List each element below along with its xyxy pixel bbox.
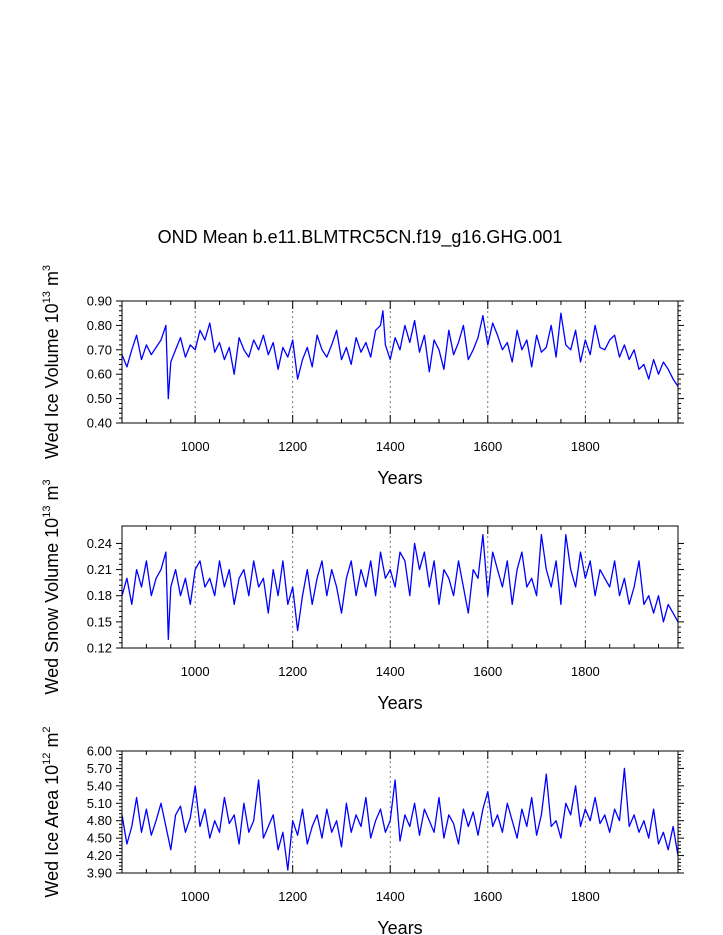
y-tick-label: 4.80 bbox=[87, 813, 112, 828]
y-tick-label: 3.90 bbox=[87, 866, 112, 881]
y-tick-label: 5.70 bbox=[87, 761, 112, 776]
y-tick-label: 0.50 bbox=[87, 391, 112, 406]
y-axis-title-part: m bbox=[42, 486, 62, 506]
y-axis-title: Wed Ice Volume 1013 m3 bbox=[41, 265, 62, 459]
y-axis-title-superscript: 3 bbox=[41, 265, 53, 271]
y-tick-label: 0.12 bbox=[87, 641, 112, 656]
y-axis-title-part: m bbox=[42, 733, 62, 753]
y-axis-title-superscript: 3 bbox=[41, 479, 53, 485]
panel-snow-volume: 1000 1200 1400 1600 1800 0.12 0.15 0.18 0.21 0.24… bbox=[41, 479, 684, 713]
y-axis-title-part: Wed Ice Area 10 bbox=[42, 765, 62, 898]
plot-frame bbox=[121, 300, 679, 424]
y-axis-title-superscript: 13 bbox=[41, 291, 53, 303]
y-axis-title-superscript: 12 bbox=[41, 753, 53, 765]
y-tick-label: 0.21 bbox=[87, 562, 112, 577]
x-tick-label: 1800 bbox=[571, 664, 600, 679]
y-tick-label: 4.20 bbox=[87, 848, 112, 863]
y-tick-label: 4.50 bbox=[87, 831, 112, 846]
y-axis-title-part: Wed Snow Volume 10 bbox=[42, 518, 62, 695]
series-line bbox=[121, 534, 679, 640]
y-tick-label: 0.90 bbox=[87, 294, 112, 309]
y-tick-label: 0.15 bbox=[87, 614, 112, 629]
y-tick-label: 0.40 bbox=[87, 416, 112, 431]
y-axis-title-superscript: 2 bbox=[41, 726, 53, 732]
series-line bbox=[121, 767, 679, 871]
x-tick-label: 1000 bbox=[181, 664, 210, 679]
x-tick-label: 1200 bbox=[278, 889, 307, 904]
series-line bbox=[121, 310, 679, 400]
x-tick-label: 1800 bbox=[571, 889, 600, 904]
x-tick-label: 1400 bbox=[376, 439, 405, 454]
x-tick-label: 1400 bbox=[376, 889, 405, 904]
x-tick-label: 1600 bbox=[473, 664, 502, 679]
x-tick-label: 1600 bbox=[473, 439, 502, 454]
y-axis-title-superscript: 13 bbox=[41, 506, 53, 518]
x-tick-label: 1800 bbox=[571, 439, 600, 454]
y-tick-label: 5.10 bbox=[87, 796, 112, 811]
y-tick-label: 6.00 bbox=[87, 744, 112, 759]
y-axis-title-part: Wed Ice Volume 10 bbox=[42, 303, 62, 459]
y-axis-title: Wed Ice Area 1012 m2 bbox=[41, 726, 62, 897]
x-axis-title: Years bbox=[377, 468, 422, 488]
x-tick-label: 1200 bbox=[278, 664, 307, 679]
y-axis-title-part: m bbox=[42, 271, 62, 291]
y-tick-label: 0.18 bbox=[87, 588, 112, 603]
plot-frame bbox=[121, 750, 679, 874]
y-axis-title: Wed Snow Volume 1013 m3 bbox=[41, 479, 62, 694]
y-tick-label: 0.70 bbox=[87, 342, 112, 357]
x-tick-label: 1600 bbox=[473, 889, 502, 904]
x-tick-label: 1000 bbox=[181, 439, 210, 454]
plot-frame bbox=[121, 525, 679, 649]
panel-ice-area: 1000 1200 1400 1600 1800 3.90 4.20 4.50 4.80 5.10… bbox=[41, 726, 684, 935]
x-tick-label: 1200 bbox=[278, 439, 307, 454]
x-axis-title: Years bbox=[377, 918, 422, 935]
x-tick-label: 1000 bbox=[181, 889, 210, 904]
panel-ice-volume: 1000 1200 1400 1600 1800 0.40 0.50 0.60 0.70 0.80… bbox=[41, 265, 684, 488]
y-tick-label: 5.40 bbox=[87, 778, 112, 793]
y-tick-label: 0.24 bbox=[87, 536, 112, 551]
y-tick-label: 0.60 bbox=[87, 367, 112, 382]
x-axis-title: Years bbox=[377, 693, 422, 713]
y-tick-label: 0.80 bbox=[87, 318, 112, 333]
chart-title: OND Mean b.e11.BLMTRC5CN.f19_g16.GHG.001 bbox=[158, 227, 563, 248]
x-tick-label: 1400 bbox=[376, 664, 405, 679]
